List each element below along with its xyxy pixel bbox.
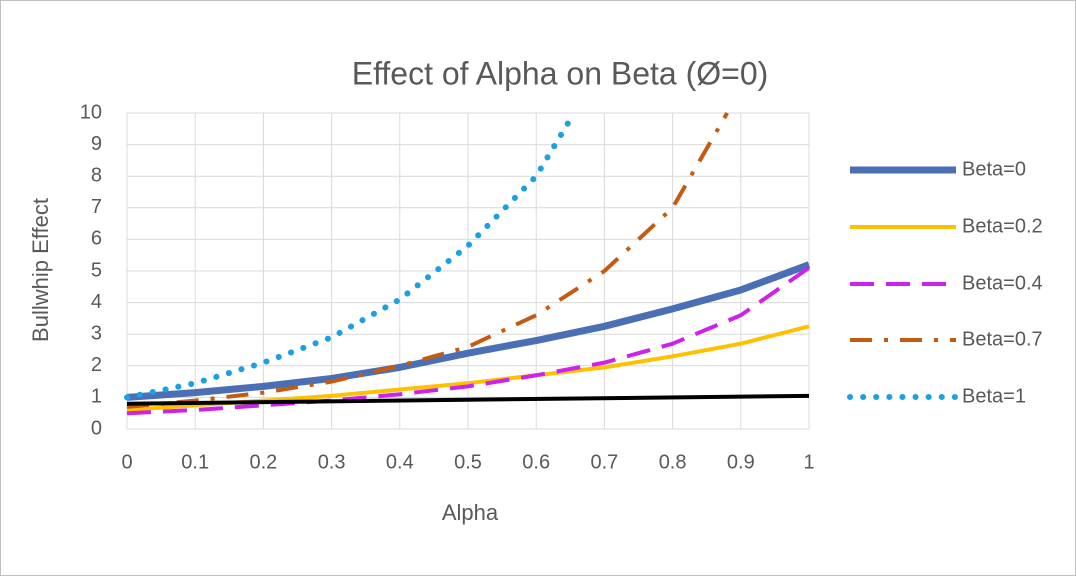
series-line <box>126 112 729 409</box>
legend-label: Beta=0.2 <box>962 215 1043 237</box>
x-tick-label: 0.1 <box>181 451 209 473</box>
y-tick-label: 0 <box>91 417 102 439</box>
legend-label: Beta=1 <box>962 385 1026 407</box>
y-tick-label: 5 <box>91 259 102 281</box>
series-line <box>126 261 811 401</box>
x-tick-label: 0.3 <box>318 451 346 473</box>
chart-title: Effect of Alpha on Beta (Ø=0) <box>352 55 769 91</box>
legend-label: Beta=0 <box>962 158 1026 180</box>
x-tick-label: 0.8 <box>659 451 687 473</box>
x-tick-label: 0.7 <box>590 451 618 473</box>
x-tick-label: 0.2 <box>249 451 277 473</box>
y-tick-label: 10 <box>80 101 102 123</box>
y-tick-label: 1 <box>91 386 102 408</box>
x-tick-label: 0.6 <box>522 451 550 473</box>
series-line <box>126 266 811 416</box>
y-tick-label: 9 <box>91 133 102 155</box>
y-tick-label: 2 <box>91 354 102 376</box>
series-line <box>124 116 574 401</box>
x-axis-title: Alpha <box>442 500 499 525</box>
x-tick-label: 0.4 <box>386 451 414 473</box>
x-tick-label: 0.5 <box>454 451 482 473</box>
y-tick-label: 3 <box>91 322 102 344</box>
y-tick-label: 6 <box>91 228 102 250</box>
y-tick-label: 7 <box>91 196 102 218</box>
series-line <box>126 393 810 406</box>
x-tick-label: 0 <box>121 451 132 473</box>
y-axis-title: Bullwhip Effect <box>28 198 53 342</box>
legend-label: Beta=0.7 <box>962 328 1043 350</box>
x-tick-label: 0.9 <box>727 451 755 473</box>
legend-label: Beta=0.4 <box>962 272 1043 294</box>
y-tick-label: 8 <box>91 164 102 186</box>
x-tick-label: 1 <box>803 451 814 473</box>
y-tick-label: 4 <box>91 291 102 313</box>
